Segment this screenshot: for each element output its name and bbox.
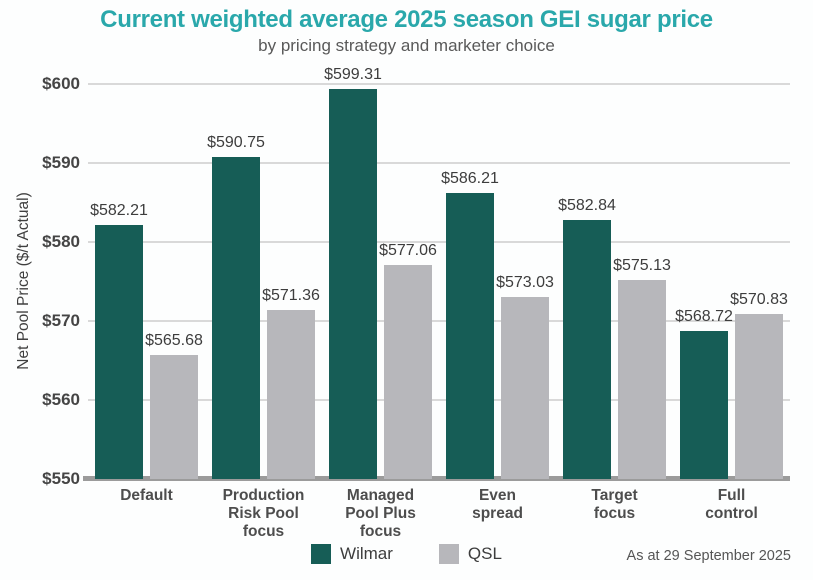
y-axis-title: Net Pool Price ($/t Actual) (15, 192, 32, 370)
y-tick-label-590: $590 (42, 153, 80, 172)
value-label-wilmar-2: $590.75 (207, 134, 265, 152)
category-label-5: Target focus (591, 487, 638, 522)
value-label-qsl-1: $565.68 (145, 332, 203, 350)
bar-qsl-4 (501, 297, 549, 479)
chart-title: Current weighted average 2025 season GEI… (100, 6, 713, 33)
legend-label-qsl: QSL (467, 544, 502, 563)
bar-qsl-6 (735, 314, 783, 479)
value-label-qsl-4: $573.03 (496, 274, 554, 292)
category-label-3: Managed Pool Plus focus (345, 487, 416, 540)
y-tick-label-550: $550 (42, 469, 80, 488)
gridline-570 (88, 320, 790, 322)
gridline-560 (88, 399, 790, 401)
x-axis-line (83, 476, 790, 481)
category-label-4: Even spread (472, 487, 523, 522)
bar-qsl-1 (150, 355, 198, 479)
value-label-qsl-6: $570.83 (730, 291, 788, 309)
legend-entry-qsl: QSL (438, 544, 502, 564)
gridline-590 (88, 162, 790, 164)
category-label-1: Default (120, 487, 173, 504)
bar-wilmar-4 (446, 192, 494, 479)
legend-entry-wilmar: Wilmar (311, 544, 393, 564)
value-label-wilmar-1: $582.21 (90, 201, 148, 219)
value-label-qsl-5: $575.13 (613, 257, 671, 275)
y-tick-label-580: $580 (42, 232, 80, 251)
bar-wilmar-1 (95, 224, 143, 479)
value-label-wilmar-4: $586.21 (441, 169, 499, 187)
value-label-wilmar-3: $599.31 (324, 66, 382, 84)
bar-wilmar-6 (680, 331, 728, 479)
gridline-600 (88, 83, 790, 85)
value-label-qsl-3: $577.06 (379, 242, 437, 260)
bar-qsl-5 (618, 280, 666, 479)
bar-wilmar-2 (212, 157, 260, 479)
legend: Wilmar QSL (0, 544, 813, 564)
wilmar-swatch-icon (311, 544, 332, 564)
bar-qsl-3 (384, 265, 432, 479)
y-tick-label-600: $600 (42, 74, 80, 93)
category-label-6: Full control (705, 487, 758, 522)
legend-label-wilmar: Wilmar (340, 544, 393, 563)
as-at-date: As at 29 September 2025 (626, 548, 791, 564)
value-label-wilmar-5: $582.84 (558, 196, 616, 214)
qsl-swatch-icon (438, 544, 459, 564)
category-label-2: Production Risk Pool focus (222, 487, 305, 540)
value-label-wilmar-6: $568.72 (675, 308, 733, 326)
plot-area: $550 $560 $570 $580 $590 $600 $582.21 $565.68 $5… (42, 66, 790, 488)
bar-wilmar-5 (563, 219, 611, 479)
bar-wilmar-3 (329, 89, 377, 479)
y-tick-label-570: $570 (42, 311, 80, 330)
y-tick-label-560: $560 (42, 390, 80, 409)
bar-qsl-2 (267, 310, 315, 479)
gridline-580 (88, 241, 790, 243)
chart-subtitle: by pricing strategy and marketer choice (258, 36, 555, 55)
value-label-qsl-2: $571.36 (262, 287, 320, 305)
